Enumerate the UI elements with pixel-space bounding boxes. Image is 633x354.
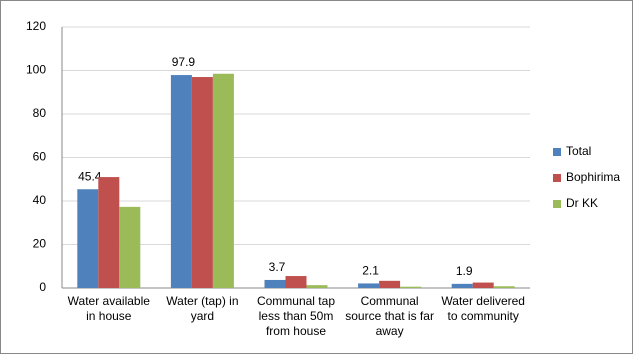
legend-label: Dr KK: [566, 196, 598, 210]
y-tick-label: 100: [26, 63, 46, 77]
x-tick-label: Water (tap) in yard: [166, 294, 239, 323]
y-tick-label: 120: [26, 19, 46, 33]
bar: [170, 75, 192, 288]
bar: [400, 286, 422, 288]
x-tick-label: Communal source that is far away: [345, 294, 434, 338]
legend-swatch: [553, 200, 561, 208]
bar: [358, 283, 380, 288]
legend-label: Bophirima: [566, 170, 620, 184]
bar: [451, 283, 473, 288]
legend-swatch: [553, 148, 561, 156]
bar: [472, 282, 494, 288]
x-tick-label: Water delivered to community: [441, 294, 525, 323]
data-label: 1.9: [456, 264, 473, 278]
bar: [98, 177, 120, 288]
data-label: 2.1: [362, 264, 379, 278]
bar: [285, 276, 307, 288]
bar: [191, 77, 213, 289]
y-tick-label: 60: [33, 150, 47, 164]
bar: [77, 189, 99, 288]
data-label: 3.7: [269, 260, 286, 274]
bar: [119, 206, 141, 288]
legend-label: Total: [566, 144, 591, 158]
data-label: 45.4: [78, 169, 102, 183]
bar: [493, 286, 515, 288]
x-tick-label: Water available in house: [67, 294, 150, 323]
y-tick-label: 20: [33, 237, 47, 251]
legend-swatch: [553, 174, 561, 182]
y-tick-label: 40: [33, 193, 47, 207]
bar: [264, 279, 286, 288]
bar: [379, 280, 401, 288]
bar: [212, 73, 234, 288]
y-tick-label: 0: [39, 280, 46, 294]
y-tick-label: 80: [33, 106, 47, 120]
data-label: 97.9: [172, 55, 196, 69]
x-tick-label: Communal tap less than 50m from house: [256, 294, 335, 338]
bar: [306, 285, 328, 288]
